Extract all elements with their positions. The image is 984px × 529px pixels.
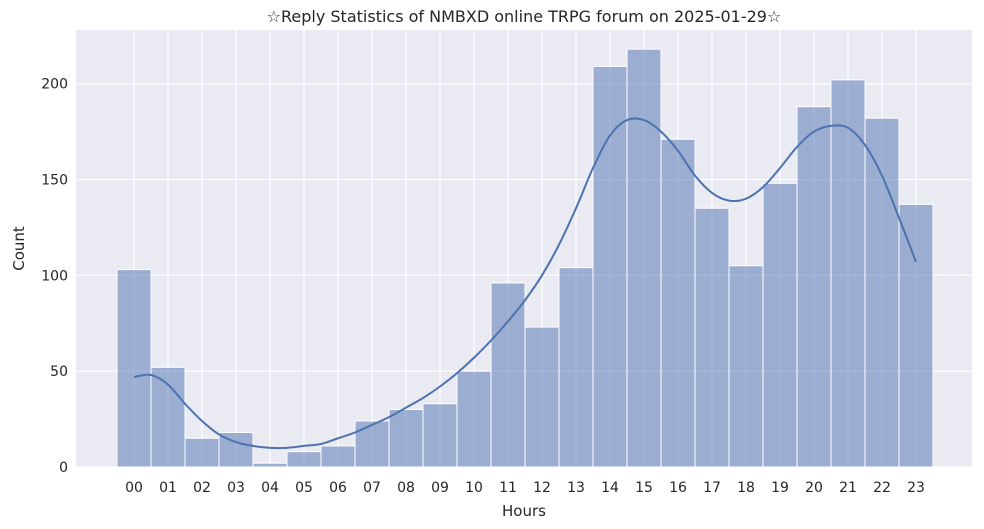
x-tick-label: 01 — [159, 480, 177, 496]
y-tick-label: 200 — [41, 77, 68, 93]
bar-09 — [422, 403, 458, 468]
bar-06 — [320, 445, 356, 468]
x-tick-label: 12 — [533, 480, 551, 496]
x-tick-label: 08 — [397, 480, 415, 496]
y-tick-label: 0 — [59, 460, 68, 476]
bar-12 — [524, 326, 560, 468]
x-tick-labels: 00 01 02 03 04 05 06 07 08 09 10 11 12 13 14 15 16 17 18 19… — [125, 480, 925, 496]
y-tick-labels: 0 50 100 150 200 — [41, 77, 68, 476]
x-axis-label: Hours — [502, 502, 546, 520]
x-tick-label: 03 — [227, 480, 245, 496]
x-tick-label: 11 — [499, 480, 517, 496]
x-tick-label: 10 — [465, 480, 483, 496]
x-tick-label: 21 — [839, 480, 857, 496]
bar-05 — [286, 451, 322, 468]
y-tick-label: 50 — [50, 364, 68, 380]
x-tick-label: 14 — [601, 480, 619, 496]
bar-00 — [116, 269, 152, 468]
x-tick-label: 04 — [261, 480, 279, 496]
bar-14 — [592, 65, 628, 468]
x-tick-label: 23 — [907, 480, 925, 496]
x-tick-label: 16 — [669, 480, 687, 496]
bar-16 — [660, 138, 696, 468]
bar-21 — [830, 79, 866, 468]
bar-17 — [694, 207, 730, 468]
x-tick-label: 02 — [193, 480, 211, 496]
bar-04 — [252, 462, 288, 468]
x-tick-label: 06 — [329, 480, 347, 496]
bar-11 — [490, 282, 526, 468]
bar-08 — [388, 409, 424, 468]
x-tick-label: 18 — [737, 480, 755, 496]
bar-13 — [558, 267, 594, 468]
x-tick-label: 22 — [873, 480, 891, 496]
bar-23 — [898, 203, 934, 468]
x-tick-label: 15 — [635, 480, 653, 496]
bar-07 — [354, 420, 390, 468]
y-axis-label: Count — [10, 226, 28, 271]
x-tick-label: 17 — [703, 480, 721, 496]
x-tick-label: 20 — [805, 480, 823, 496]
y-tick-label: 100 — [41, 268, 68, 284]
chart-title: ☆Reply Statistics of NMBXD online TRPG f… — [267, 7, 782, 26]
bar-22 — [864, 117, 900, 468]
bar-18 — [728, 265, 764, 468]
x-tick-label: 05 — [295, 480, 313, 496]
y-tick-label: 150 — [41, 173, 68, 189]
bar-10 — [456, 370, 492, 468]
kde-curve — [133, 117, 917, 450]
bar-02 — [184, 437, 220, 468]
x-tick-label: 19 — [771, 480, 789, 496]
x-tick-label: 00 — [125, 480, 143, 496]
bar-01 — [150, 366, 186, 468]
x-tick-label: 13 — [567, 480, 585, 496]
bar-20 — [796, 106, 832, 468]
bar-15 — [626, 48, 662, 468]
bar-19 — [762, 182, 798, 468]
x-tick-label: 09 — [431, 480, 449, 496]
x-tick-label: 07 — [363, 480, 381, 496]
